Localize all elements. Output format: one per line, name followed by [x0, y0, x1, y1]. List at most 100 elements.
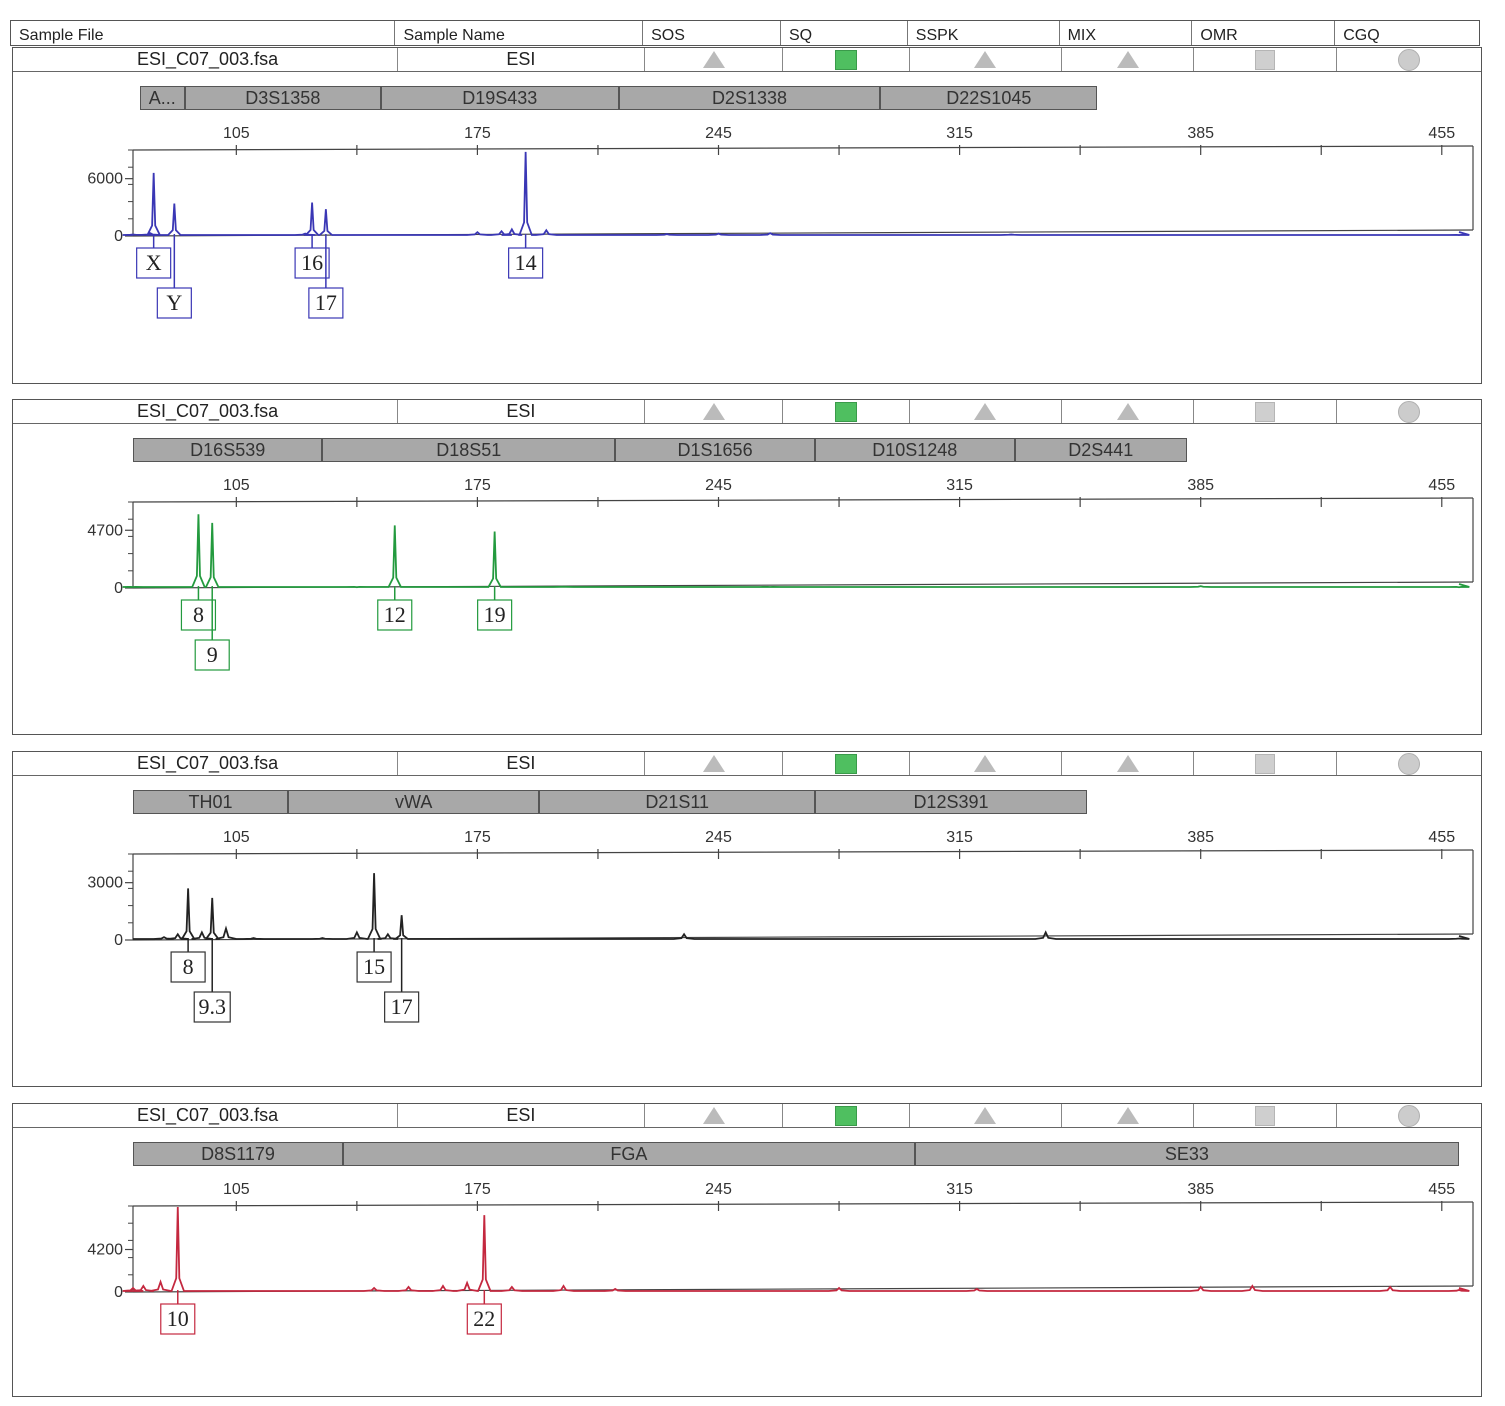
cgq-quality-marker[interactable]	[1398, 1104, 1421, 1127]
sq-quality-marker[interactable]	[834, 401, 857, 422]
locus-d10s1248[interactable]: D10S1248	[814, 438, 1015, 462]
allele-call-9.3[interactable]: 9.3	[193, 938, 231, 1023]
allele-call-label: 14	[515, 250, 537, 275]
column-header-mix[interactable]: MIX	[1060, 21, 1193, 45]
sample-row[interactable]: ESI_C07_003.fsa ESI	[13, 48, 1481, 72]
omr-quality-marker[interactable]	[1255, 753, 1276, 774]
locus-se33[interactable]: SE33	[914, 1142, 1459, 1166]
sq-quality-marker-cell	[783, 48, 910, 71]
locus-d21s11[interactable]: D21S11	[539, 790, 815, 814]
y-tick-label: 0	[114, 1284, 123, 1301]
locus-d22s1045[interactable]: D22S1045	[880, 86, 1098, 110]
locus-th01[interactable]: TH01	[133, 790, 288, 814]
allele-call-15[interactable]: 15	[356, 938, 392, 983]
dye-trace	[122, 1206, 1470, 1292]
sspk-quality-marker[interactable]	[974, 1107, 997, 1124]
sq-quality-marker[interactable]	[834, 49, 857, 70]
mix-quality-marker[interactable]	[1116, 1107, 1139, 1124]
omr-quality-marker[interactable]	[1255, 401, 1276, 422]
locus-d16s539[interactable]: D16S539	[133, 438, 323, 462]
allele-call-9[interactable]: 9	[194, 586, 230, 671]
allele-call-16[interactable]: 16	[294, 234, 330, 279]
sample-name-cell: ESI	[398, 752, 646, 775]
allele-call-22[interactable]: 22	[466, 1290, 502, 1335]
column-header-sample-file[interactable]: Sample File	[11, 21, 396, 45]
dye-trace	[122, 151, 1470, 236]
locus-d12s391[interactable]: D12S391	[814, 790, 1088, 814]
x-tick-label: 385	[1187, 125, 1214, 142]
y-tick-label: 4200	[87, 1242, 123, 1259]
sos-quality-marker[interactable]	[702, 51, 725, 68]
locus-d19s433[interactable]: D19S433	[380, 86, 619, 110]
allele-call-label: 17	[391, 994, 413, 1019]
allele-call-8[interactable]: 8	[170, 938, 206, 983]
cgq-quality-marker[interactable]	[1398, 752, 1421, 775]
allele-call-label: 17	[315, 290, 337, 315]
sq-quality-marker[interactable]	[834, 1105, 857, 1126]
mix-quality-marker[interactable]	[1116, 403, 1139, 420]
sq-quality-marker[interactable]	[834, 753, 857, 774]
cgq-quality-marker[interactable]	[1398, 400, 1421, 423]
x-tick-label: 455	[1428, 125, 1455, 142]
allele-call-17[interactable]: 17	[308, 234, 344, 319]
sspk-quality-marker[interactable]	[974, 755, 997, 772]
omr-quality-marker-cell	[1194, 752, 1338, 775]
cgq-quality-marker[interactable]	[1398, 48, 1421, 71]
sspk-quality-marker[interactable]	[974, 403, 997, 420]
sample-name-cell: ESI	[398, 400, 646, 423]
sos-quality-marker[interactable]	[702, 1107, 725, 1124]
allele-call-Y[interactable]: Y	[156, 234, 192, 319]
x-tick-label: 175	[464, 125, 491, 142]
mix-quality-marker[interactable]	[1116, 755, 1139, 772]
locus-bar: D16S539 D18S51 D1S1656 D10S1248 D2S441	[133, 438, 1187, 462]
mix-quality-marker-cell	[1062, 752, 1195, 775]
allele-call-10[interactable]: 10	[160, 1290, 196, 1335]
x-tick-label: 105	[223, 125, 250, 142]
locus-d2s1338[interactable]: D2S1338	[618, 86, 881, 110]
column-header-sample-name[interactable]: Sample Name	[395, 21, 644, 45]
locus-d3s1358[interactable]: D3S1358	[184, 86, 381, 110]
sample-row[interactable]: ESI_C07_003.fsa ESI	[13, 752, 1481, 776]
allele-call-label: 22	[473, 1306, 495, 1331]
green-dye-panel: ESI_C07_003.fsa ESI D16S539 D18S51 D1S1656 D1…	[12, 399, 1482, 735]
column-header-cgq[interactable]: CGQ	[1343, 27, 1380, 44]
x-tick-label: 385	[1187, 1181, 1214, 1198]
locus-d2s441[interactable]: D2S441	[1014, 438, 1187, 462]
allele-call-label: 16	[301, 250, 323, 275]
x-tick-label: 175	[464, 829, 491, 846]
allele-call-label: 15	[363, 954, 385, 979]
allele-call-17[interactable]: 17	[384, 938, 420, 1023]
locus-fga[interactable]: FGA	[343, 1142, 915, 1166]
allele-call-14[interactable]: 14	[508, 234, 544, 279]
sample-row[interactable]: ESI_C07_003.fsa ESI	[13, 1104, 1481, 1128]
locus-vwa[interactable]: vWA	[287, 790, 540, 814]
allele-call-12[interactable]: 12	[377, 586, 413, 631]
mix-quality-marker[interactable]	[1116, 51, 1139, 68]
electropherogram-plot: 105 175 245 315 385 455 0 4200 10 22	[87, 1181, 1474, 1335]
allele-call-X[interactable]: X	[136, 234, 172, 279]
sspk-quality-marker[interactable]	[974, 51, 997, 68]
x-axis-line	[132, 497, 1474, 503]
allele-call-label: 19	[484, 602, 506, 627]
locus-a-[interactable]: A...	[139, 86, 185, 110]
locus-d1s1656[interactable]: D1S1656	[615, 438, 815, 462]
sos-quality-marker[interactable]	[702, 755, 725, 772]
allele-call-8[interactable]: 8	[180, 586, 217, 631]
mix-quality-marker-cell	[1062, 48, 1195, 71]
column-header-sspk[interactable]: SSPK	[908, 21, 1060, 45]
sos-quality-marker-cell	[645, 1104, 784, 1127]
column-header-sq[interactable]: SQ	[781, 21, 908, 45]
locus-d8s1179[interactable]: D8S1179	[133, 1142, 344, 1166]
x-axis-line	[132, 145, 1474, 151]
cgq-quality-marker-cell	[1337, 48, 1481, 71]
allele-call-19[interactable]: 19	[477, 586, 513, 631]
omr-quality-marker[interactable]	[1255, 1105, 1276, 1126]
column-header-sos[interactable]: SOS	[643, 21, 781, 45]
sos-quality-marker[interactable]	[702, 403, 725, 420]
omr-quality-marker[interactable]	[1255, 49, 1276, 70]
column-header-omr[interactable]: OMR	[1192, 21, 1336, 45]
sample-row[interactable]: ESI_C07_003.fsa ESI	[13, 400, 1481, 424]
sample-name-cell: ESI	[398, 48, 646, 71]
locus-d18s51[interactable]: D18S51	[322, 438, 616, 462]
